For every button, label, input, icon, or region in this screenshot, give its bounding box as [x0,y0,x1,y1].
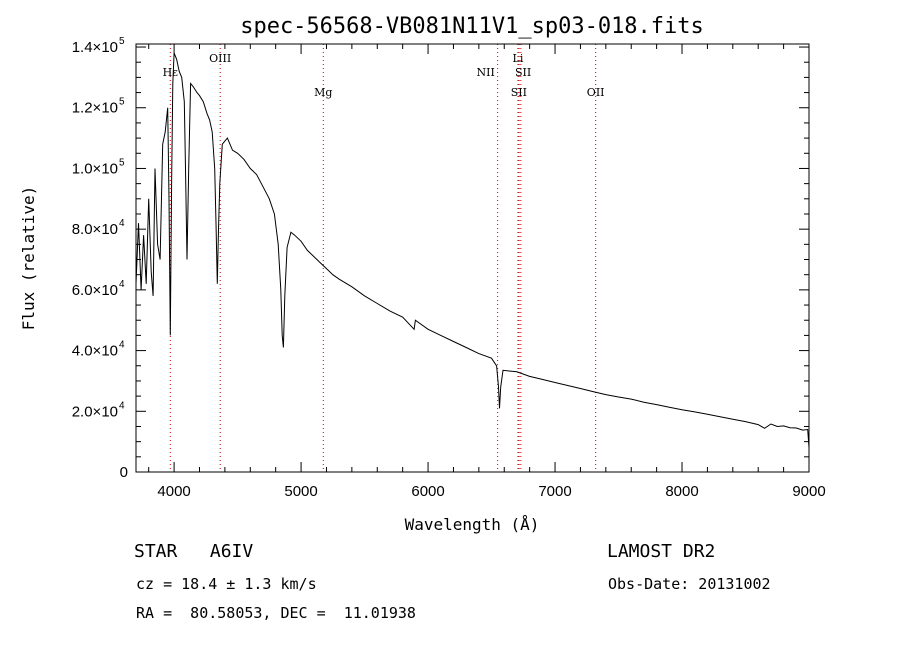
y-tick-exponent: 5 [119,97,125,108]
x-tick-label: 6000 [411,483,444,500]
marker-label: OII [587,86,605,99]
y-tick-label: 1.2×10 [72,100,118,117]
plot-frame [135,43,810,473]
x-tick-label: 4000 [157,483,190,500]
y-tick-label: 2.0×10 [72,403,118,420]
marker-label: Hε [163,66,179,79]
y-tick-exponent: 5 [119,36,125,47]
x-tick-label: 9000 [792,483,825,500]
y-tick-label: 0 [120,464,128,481]
x-tick-label: 8000 [665,483,698,500]
x-tick-label: 5000 [284,483,317,500]
y-tick-label: 6.0×10 [72,282,118,299]
marker-label: SII [515,66,531,79]
x-axis-label: Wavelength (Å) [405,515,540,534]
marker-label: Mg [314,86,332,99]
y-tick-label: 8.0×10 [72,221,118,238]
marker-label: SII [511,86,527,99]
chart-title: spec-56568-VB081N11V1_sp03-018.fits [240,14,704,39]
y-tick-exponent: 4 [119,400,125,411]
spectral-line-markers [169,44,597,472]
survey-name: LAMOST DR2 [607,541,716,562]
marker-label: OIII [209,52,231,65]
y-tick-exponent: 5 [119,157,125,168]
redshift-readout: cz = 18.4 ± 1.3 km/s [136,575,317,593]
observation-date: Obs-Date: 20131002 [608,575,771,593]
y-tick-exponent: 4 [119,279,125,290]
spectrum-line [135,52,810,448]
y-axis-label: Flux (relative) [19,186,38,331]
y-tick-label: 1.4×10 [72,39,118,56]
object-class: STAR A6IV [134,541,254,562]
x-tick-label: 7000 [538,483,571,500]
y-tick-exponent: 4 [119,340,125,351]
y-tick-label: 4.0×10 [72,343,118,360]
marker-label: Li [513,52,524,65]
y-tick-exponent: 4 [119,218,125,229]
coordinates-readout: RA = 80.58053, DEC = 11.01938 [136,604,416,622]
marker-label: NII [476,66,494,79]
y-tick-label: 1.0×10 [72,160,118,177]
